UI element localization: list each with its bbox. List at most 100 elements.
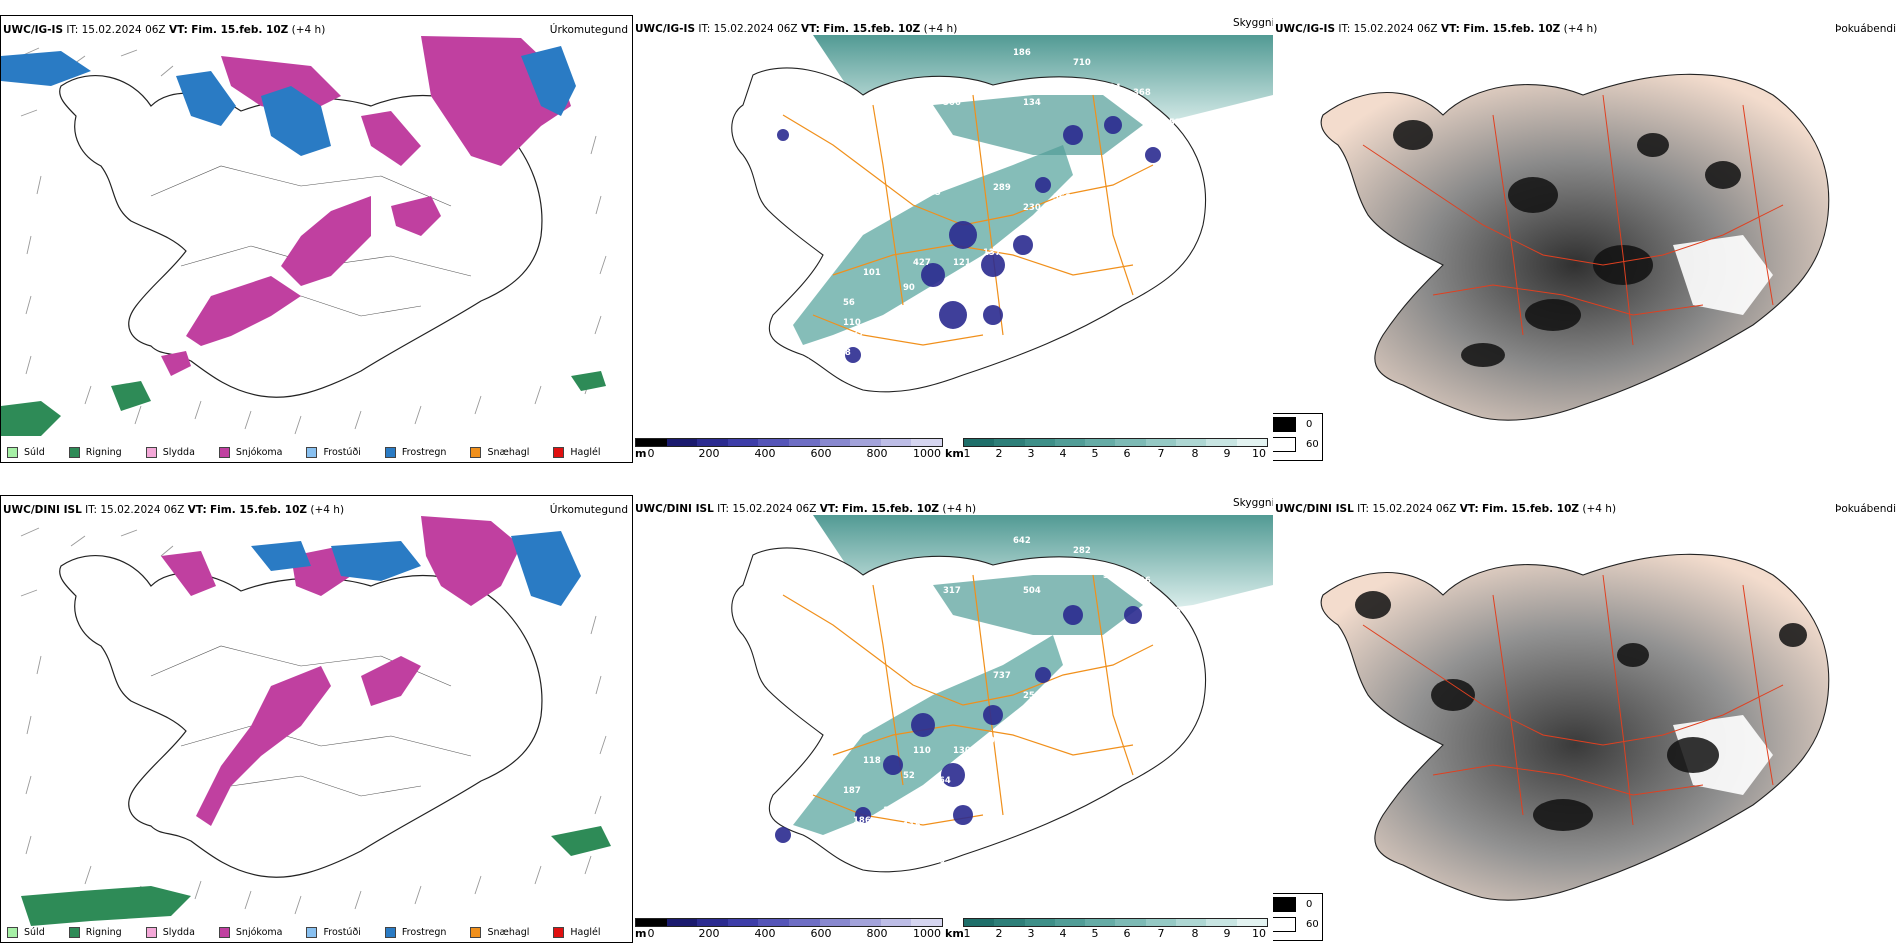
legend-item: Snjókoma bbox=[218, 446, 282, 458]
ceiling-height-label: 270 bbox=[1033, 233, 1051, 243]
panel-header: UWC/IG-IS IT: 15.02.2024 06Z VT: Fim. 15… bbox=[1275, 23, 1598, 35]
ceiling-height-label: 137 bbox=[983, 248, 1001, 258]
ceiling-height-label: 364 bbox=[933, 776, 951, 786]
visibility-scale: 1 2 3 4 5 6 7 8 9 10 bbox=[963, 438, 1268, 461]
panel-header: UWC/IG-IS IT: 15.02.2024 06Z VT: Fim. 15… bbox=[635, 23, 958, 35]
ceiling-height-label: 657 bbox=[833, 836, 851, 846]
legend-item: Frostregn bbox=[384, 446, 446, 458]
ceiling-height-label: 474 bbox=[1203, 646, 1221, 656]
ceiling-height-label: 110 bbox=[843, 318, 861, 328]
ceiling-height-label: 134 bbox=[1023, 98, 1041, 108]
fog-legend-item: 0 bbox=[1273, 894, 1322, 914]
visibility-colorbar bbox=[963, 918, 1268, 927]
tick-label: 8 bbox=[1191, 927, 1199, 940]
precip-legend: Súld Rigning Slydda Snjókoma Frostúði Fr… bbox=[1, 441, 619, 462]
legend-item: Súld bbox=[7, 926, 45, 938]
ceiling-height-label: 186 bbox=[1013, 48, 1031, 58]
ceiling-height-label: 282 bbox=[1073, 546, 1091, 556]
legend-item: Frostregn bbox=[384, 926, 446, 938]
tick-label: 600 bbox=[810, 927, 832, 940]
ceiling-height-label: 87 bbox=[933, 368, 945, 378]
ceiling-height-label: 22 bbox=[973, 318, 985, 328]
fog-map bbox=[1320, 553, 1830, 901]
cloud-visibility-panel-row2: UWC/DINI ISL IT: 15.02.2024 06Z VT: Fim.… bbox=[633, 495, 1273, 943]
tick-label: 2 bbox=[995, 927, 1003, 940]
fog-legend: 0 60 bbox=[1273, 893, 1323, 941]
ceiling-height-label: 604 bbox=[1103, 83, 1121, 93]
ceiling-height-label: 56 bbox=[843, 298, 855, 308]
ceiling-height-label: 317 bbox=[943, 586, 961, 596]
ceiling-height-label: 339 bbox=[913, 148, 931, 158]
tick-label: 200 bbox=[698, 927, 720, 940]
ceiling-scale: 0 200 400 600 800 1000 bbox=[635, 438, 943, 461]
fog-legend-item: 0 bbox=[1273, 414, 1322, 434]
ceiling-height-label: 121 bbox=[953, 258, 971, 268]
legend-item: Haglél bbox=[553, 446, 601, 458]
legend-item: Frostúði bbox=[306, 446, 361, 458]
legend-item: Snæhagl bbox=[470, 926, 529, 938]
ceiling-height-label: 141 bbox=[793, 358, 811, 368]
ceiling-scale: 0 200 400 600 800 1000 bbox=[635, 918, 943, 941]
ceiling-height-label: 52 bbox=[903, 771, 915, 781]
ceiling-height-label: 16 bbox=[933, 856, 945, 866]
fog-legend: 0 60 bbox=[1273, 413, 1323, 461]
ceiling-height-label: 118 bbox=[863, 756, 881, 766]
field-title: Þokuábendi bbox=[1835, 23, 1896, 35]
cloud-visibility-panel-row1: UWC/IG-IS IT: 15.02.2024 06Z VT: Fim. 15… bbox=[633, 15, 1273, 463]
ceiling-height-label: 118 bbox=[923, 676, 941, 686]
fog-indicator-panel-row2: UWC/DINI ISL IT: 15.02.2024 06Z VT: Fim.… bbox=[1273, 495, 1900, 943]
legend-item: Snæhagl bbox=[470, 446, 529, 458]
ceiling-height-label: 814 bbox=[1063, 701, 1081, 711]
precip-type-panel-row1: UWC/IG-IS IT: 15.02.2024 06Z VT: Fim. 15… bbox=[0, 15, 633, 463]
fog-legend-item: 60 bbox=[1273, 434, 1322, 454]
legend-item: Slydda bbox=[145, 926, 195, 938]
field-title: Úrkomutegund bbox=[549, 24, 628, 36]
ceiling-height-label: 509 bbox=[1103, 571, 1121, 581]
panel-header: UWC/IG-IS IT: 15.02.2024 06Z VT: Fim. 15… bbox=[3, 24, 326, 36]
ceiling-height-label: 566 bbox=[1053, 193, 1071, 203]
tick-label: 2 bbox=[995, 447, 1003, 460]
visibility-scale: 1 2 3 4 5 6 7 8 9 10 bbox=[963, 918, 1268, 941]
tick-label: 4 bbox=[1059, 927, 1067, 940]
fog-map bbox=[1320, 73, 1830, 421]
ceiling-height-label: 321 bbox=[903, 333, 921, 343]
ceiling-height-label: 710 bbox=[1073, 58, 1091, 68]
ceiling-height-label: 218 bbox=[1053, 681, 1071, 691]
ceiling-height-label: 186 bbox=[1033, 721, 1051, 731]
ceiling-height-label: 230 bbox=[1023, 203, 1041, 213]
ceiling-height-label: 202 bbox=[913, 636, 931, 646]
tick-label: 400 bbox=[754, 927, 776, 940]
tick-label: 4 bbox=[1059, 447, 1067, 460]
ceiling-height-label: 23 bbox=[953, 383, 965, 393]
ceiling-unit: m bbox=[635, 447, 647, 460]
ceiling-height-label: 427 bbox=[913, 258, 931, 268]
fog-legend-item: 60 bbox=[1273, 914, 1322, 934]
precip-map bbox=[20, 516, 611, 926]
ceiling-height-label: 101 bbox=[863, 268, 881, 278]
ceiling-height-label: 289 bbox=[993, 183, 1011, 193]
fog-indicator-panel-row1: UWC/IG-IS IT: 15.02.2024 06Z VT: Fim. 15… bbox=[1273, 15, 1900, 463]
ceiling-height-label: 101 bbox=[793, 846, 811, 856]
field-title: Skyggni bbox=[1233, 497, 1273, 509]
ceiling-height-label: 396 bbox=[1133, 576, 1151, 586]
tick-label: 1 bbox=[963, 927, 971, 940]
field-title: Þokuábendi bbox=[1835, 503, 1896, 515]
ceiling-height-label: 270 bbox=[853, 328, 871, 338]
tick-label: 6 bbox=[1123, 927, 1131, 940]
ceiling-height-label: 110 bbox=[913, 746, 931, 756]
tick-label: 0 bbox=[647, 927, 655, 940]
visibility-unit: km bbox=[945, 447, 964, 460]
ceiling-height-label: 102 bbox=[903, 836, 921, 846]
ceiling-visibility-map: 202 642 282 509 396 317 504 308 771 474 118 737 218 2… bbox=[731, 515, 1273, 873]
tick-label: 3 bbox=[1027, 447, 1035, 460]
tick-label: 5 bbox=[1091, 447, 1099, 460]
ceiling-height-label: 771 bbox=[1123, 631, 1141, 641]
tick-label: 10 bbox=[1252, 447, 1266, 460]
tick-label: 1 bbox=[963, 447, 971, 460]
field-title: Úrkomutegund bbox=[549, 504, 628, 516]
tick-label: 9 bbox=[1223, 447, 1231, 460]
tick-label: 7 bbox=[1157, 447, 1165, 460]
ceiling-height-label: 251 bbox=[1023, 691, 1041, 701]
ceiling-colorbar bbox=[635, 438, 943, 447]
panel-header: UWC/DINI ISL IT: 15.02.2024 06Z VT: Fim.… bbox=[1275, 503, 1617, 515]
